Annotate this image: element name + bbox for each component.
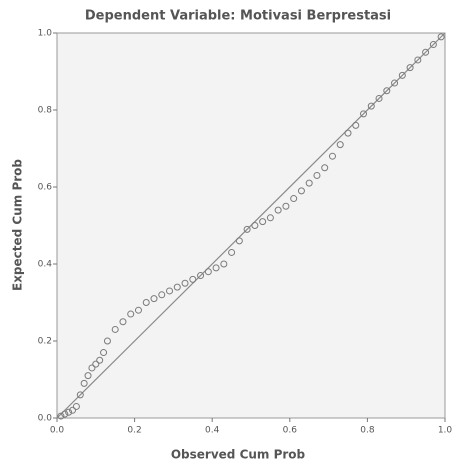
point: [158, 291, 166, 299]
point: [72, 402, 80, 410]
point: [328, 152, 336, 160]
point: [61, 410, 69, 418]
point: [88, 364, 96, 372]
point: [103, 337, 111, 345]
y-axis-label: Expected Cum Prob: [11, 159, 25, 291]
point: [437, 33, 445, 41]
point: [220, 260, 228, 268]
x-tick-label: 1.0: [438, 426, 452, 436]
point: [204, 268, 212, 276]
y-tick-label: 1.0: [38, 29, 53, 39]
point: [84, 372, 92, 380]
point: [69, 406, 77, 414]
x-tick-label: 0.8: [360, 426, 375, 436]
point: [111, 325, 119, 333]
y-tick-label: 0.0: [38, 414, 53, 424]
point: [251, 222, 259, 229]
point: [290, 195, 298, 203]
point: [259, 218, 267, 226]
point: [336, 141, 344, 149]
point: [297, 187, 305, 195]
y-tick-label: 0.6: [38, 183, 53, 193]
point: [197, 272, 205, 280]
x-tick-label: 0.0: [50, 426, 65, 436]
point: [367, 102, 375, 110]
point: [398, 71, 406, 79]
point: [127, 310, 135, 318]
reference-line: [56, 32, 446, 419]
point: [429, 41, 437, 49]
point: [189, 275, 197, 283]
point: [321, 164, 329, 172]
y-tick-label: 0.8: [38, 106, 53, 116]
point: [65, 408, 73, 416]
point: [142, 299, 150, 306]
chart-title: Dependent Variable: Motivasi Berprestasi: [85, 9, 391, 24]
point: [243, 225, 251, 233]
point: [76, 391, 84, 399]
x-tick-label: 0.2: [127, 426, 141, 436]
point: [282, 202, 290, 210]
point: [181, 279, 189, 287]
y-tick-label: 0.4: [38, 260, 53, 270]
point: [166, 287, 174, 295]
point: [212, 264, 220, 272]
point: [414, 56, 422, 64]
x-tick-label: 0.6: [283, 426, 298, 436]
point: [150, 295, 158, 303]
point: [235, 237, 243, 245]
point: [96, 356, 104, 364]
point: [383, 87, 391, 95]
point: [134, 306, 142, 314]
x-tick-label: 0.4: [205, 426, 220, 436]
point: [305, 179, 313, 187]
point: [375, 94, 383, 102]
point: [344, 129, 352, 137]
point: [422, 48, 430, 56]
point: [100, 349, 108, 357]
point: [406, 64, 414, 72]
point: [228, 248, 236, 256]
point: [352, 121, 360, 129]
point: [313, 171, 321, 179]
point: [119, 318, 127, 326]
point: [266, 214, 274, 222]
point: [391, 79, 399, 87]
y-tick-label: 0.2: [38, 337, 52, 347]
x-axis-label: Observed Cum Prob: [171, 448, 306, 462]
point: [57, 412, 65, 420]
point: [360, 110, 368, 118]
point: [92, 360, 100, 368]
point: [274, 206, 282, 214]
point: [80, 379, 88, 387]
point: [173, 283, 181, 291]
